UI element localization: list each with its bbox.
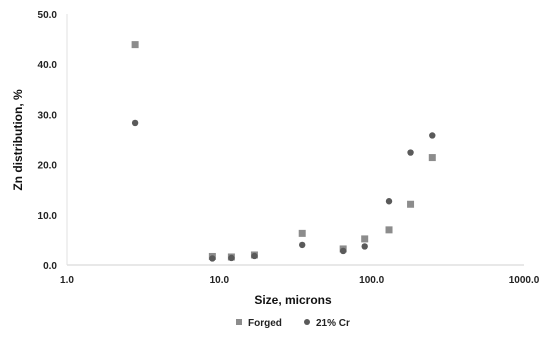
y-tick-label: 40.0 [38, 60, 58, 71]
y-axis: 0.0 10.0 20.0 30.0 40.0 50.0 [38, 10, 68, 272]
data-point-21cr [228, 254, 235, 262]
data-point-forged [385, 226, 393, 234]
data-point-21cr [429, 132, 436, 139]
x-axis: 1.0 10.0 100.0 1000.0 [60, 264, 540, 286]
data-point-21cr [407, 149, 414, 156]
data-point-forged [361, 235, 369, 243]
data-point-forged [428, 154, 436, 162]
data-point-21cr [385, 198, 393, 205]
y-tick-label: 0.0 [43, 261, 57, 272]
x-tick-label: 100.0 [359, 275, 384, 286]
series-circle [131, 119, 436, 262]
data-point-21cr [209, 255, 216, 262]
series-layer [131, 41, 436, 262]
data-point-forged [407, 200, 415, 208]
data-point-21cr [339, 247, 347, 255]
data-point-21cr [131, 119, 139, 127]
legend: Forged 21% Cr [236, 318, 350, 329]
y-axis-title: Zn distribution, % [11, 89, 25, 191]
y-tick-label: 10.0 [38, 211, 58, 222]
series-square [131, 41, 436, 261]
data-point-forged [131, 41, 139, 49]
legend-label: Forged [248, 318, 282, 329]
y-tick-label: 50.0 [38, 10, 58, 21]
legend-marker-21cr [304, 319, 310, 325]
x-tick-label: 1000.0 [509, 275, 540, 286]
data-point-21cr [251, 252, 258, 260]
x-axis-title: Size, microns [254, 293, 332, 307]
y-tick-label: 30.0 [38, 110, 58, 121]
data-point-21cr [299, 241, 306, 249]
y-tick-label: 20.0 [38, 161, 58, 172]
x-tick-label: 1.0 [60, 275, 74, 286]
data-point-21cr [361, 243, 368, 250]
legend-marker-forged [236, 319, 242, 325]
x-tick-label: 10.0 [210, 275, 230, 286]
data-point-forged [298, 229, 306, 237]
legend-label: 21% Cr [316, 318, 350, 329]
